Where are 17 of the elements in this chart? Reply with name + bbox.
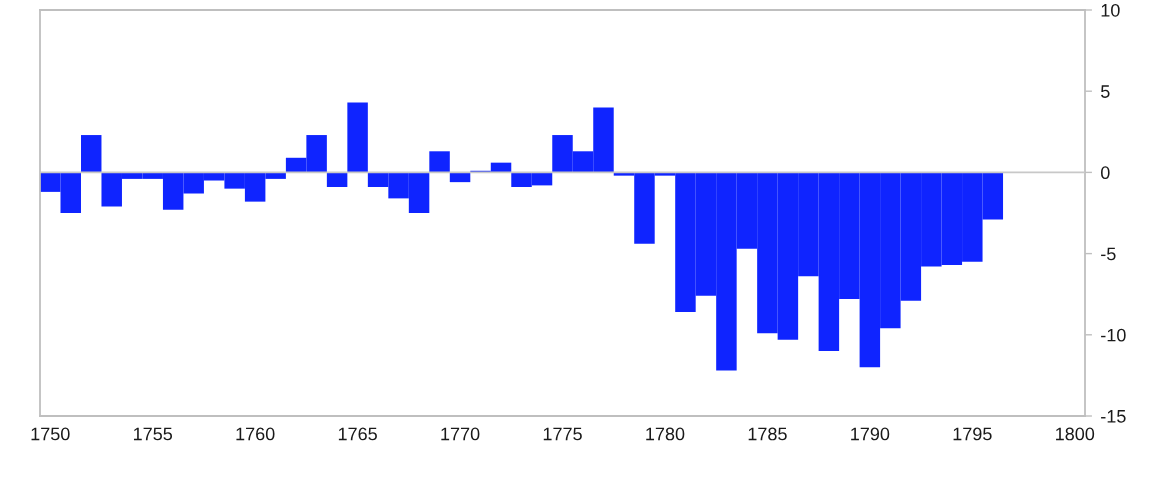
y-tick-label: -5 [1101,247,1116,261]
y-tick-label: 10 [1101,3,1120,17]
x-tick-label: 1755 [133,427,173,441]
x-tick-label: 1780 [646,427,685,441]
y-tick-label: -10 [1101,328,1126,342]
x-tick-label: 1795 [953,427,992,441]
x-tick-label: 1770 [441,427,480,441]
x-tick-label: 1785 [748,427,787,441]
y-tick-label: 5 [1101,85,1110,98]
x-tick-label: 1760 [236,427,275,441]
y-tick-label: 0 [1100,166,1110,180]
x-tick-label: 1790 [851,427,890,441]
x-tick-label: 1775 [543,427,582,441]
x-tick-label: 1750 [31,427,70,441]
y-tick-label: -15 [1101,410,1126,423]
x-tick-label: 1765 [338,427,377,441]
x-tick-label: 1800 [1056,427,1095,441]
